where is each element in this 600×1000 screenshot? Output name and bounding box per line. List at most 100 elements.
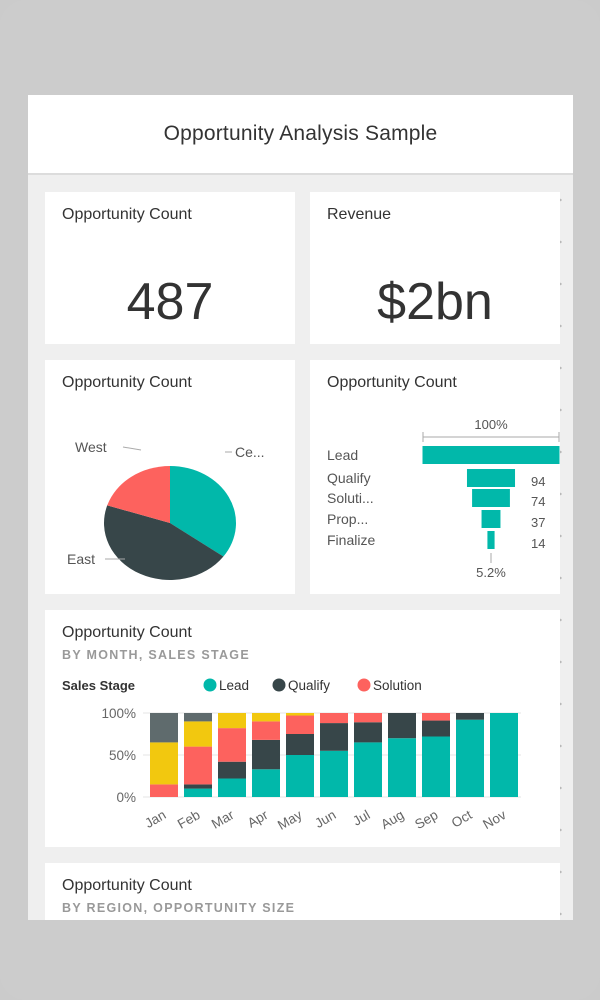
x-tick-label: Jan [142,807,168,831]
stacked-bar-chart: Sales Stage Lead Qualify Solution 100% 50% 0% J… [62,678,521,833]
pie-slice [107,466,170,523]
bar-segment [490,713,518,797]
tile-funnel-chart[interactable]: Opportunity Count 100% Lead Qualify 94 Solut… [310,360,560,594]
tile-title: Opportunity Count [62,877,192,894]
opportunity-count-value: 487 [126,273,214,331]
x-tick-label: Oct [449,807,475,831]
bar-segment [456,719,484,797]
legend-title: Sales Stage [62,678,135,693]
pie-slice [170,466,236,557]
bar-segment [218,713,246,729]
bar-segment [150,784,178,797]
pie-slice [104,505,224,580]
dashboard-title: Opportunity Analysis Sample [163,122,438,145]
x-tick-label: Nov [480,807,509,832]
dashboard-header: Opportunity Analysis Sample [28,95,573,175]
legend-label: Lead [219,678,249,693]
bar-segment [184,784,212,789]
bar-segment [354,722,382,743]
x-tick-label: Sep [412,807,440,832]
bar-segment [320,713,348,724]
tile-stacked-bar-chart[interactable]: Opportunity Count BY MONTH, SALES STAGE … [45,610,560,847]
funnel-value-label: 94 [531,474,545,489]
funnel-bar [466,469,516,487]
bar-segment [320,750,348,797]
x-tick-label: Jun [312,807,338,831]
funnel-bar [422,446,560,464]
bar-segment [354,742,382,797]
bar-segment [184,788,212,797]
bar-segment [286,755,314,797]
bar-segment [422,720,450,737]
dashboard-screen[interactable]: Opportunity Analysis Sample Opportunity … [28,95,573,920]
y-tick-label: 50% [109,748,136,763]
funnel-bar [472,489,510,507]
bar-segment [422,736,450,797]
y-tick-label: 0% [116,790,136,805]
pie-slice-label: Ce... [235,444,265,460]
legend-marker [203,678,217,692]
bar-segment [354,713,382,723]
bar-segment [184,713,212,722]
funnel-bar [481,510,501,528]
tile-pie-chart[interactable]: Opportunity Count Ce... East West [45,360,295,594]
pie-chart: Ce... East West [67,439,265,580]
tile-opportunity-count-card[interactable]: Opportunity Count 487 [45,192,295,344]
bar-segment [150,742,178,785]
bar-segment [218,728,246,762]
bar-segment [286,734,314,755]
funnel-stage-label: Lead [327,447,358,463]
funnel-value-label: 14 [531,536,545,551]
funnel-stage-label: Prop... [327,511,368,527]
x-tick-label: Aug [378,807,406,832]
bar-segment [252,739,280,770]
funnel-value-label: 74 [531,494,545,509]
funnel-stage-label: Qualify [327,470,371,486]
y-tick-label: 100% [101,706,136,721]
pie-leader-line [122,446,142,451]
bar-segment [388,738,416,797]
funnel-chart: 100% Lead Qualify 94 Soluti... 74 Prop... 37 Fin… [327,417,560,580]
tile-title: Opportunity Count [62,206,192,223]
funnel-stage-label: Finalize [327,532,375,548]
bar-segment [456,713,484,720]
bar-segment [388,713,416,739]
bar-segment [184,746,212,785]
legend-label: Qualify [288,678,330,693]
legend-marker [357,678,371,692]
x-tick-label: Mar [209,807,237,832]
bar-segment [184,721,212,747]
x-tick-label: Apr [245,807,271,831]
bar-segment [252,713,280,722]
tile-revenue-card[interactable]: Revenue $2bn [310,192,560,344]
bar-segment [286,713,314,716]
pie-slice-label: West [75,439,107,455]
tile-subtitle: BY REGION, OPPORTUNITY SIZE [62,901,296,915]
tile-title: Opportunity Count [327,374,457,391]
funnel-top-label: 100% [474,417,508,432]
bar-segment [252,769,280,797]
x-tick-label: May [275,807,305,833]
tile-title: Revenue [327,206,392,223]
bar-segment [320,723,348,751]
bar-segment [286,715,314,734]
bar-segment [218,761,246,779]
bar-segment [218,778,246,797]
x-tick-label: Jul [350,807,372,829]
tile-subtitle: BY MONTH, SALES STAGE [62,648,250,662]
funnel-value-label: 37 [531,515,545,530]
tile-title: Opportunity Count [62,374,192,391]
revenue-value: $2bn [377,273,493,331]
funnel-bottom-label: 5.2% [476,565,506,580]
tile-region-chart[interactable]: Opportunity Count BY REGION, OPPORTUNITY… [45,863,560,920]
legend-marker [272,678,286,692]
legend-label: Solution [373,678,422,693]
bar-segment [150,713,178,743]
funnel-stage-label: Soluti... [327,490,374,506]
funnel-bar [487,531,495,549]
pie-slice-label: East [67,551,95,567]
x-tick-label: Feb [175,807,203,832]
bar-segment [252,721,280,740]
tile-title: Opportunity Count [62,624,192,641]
